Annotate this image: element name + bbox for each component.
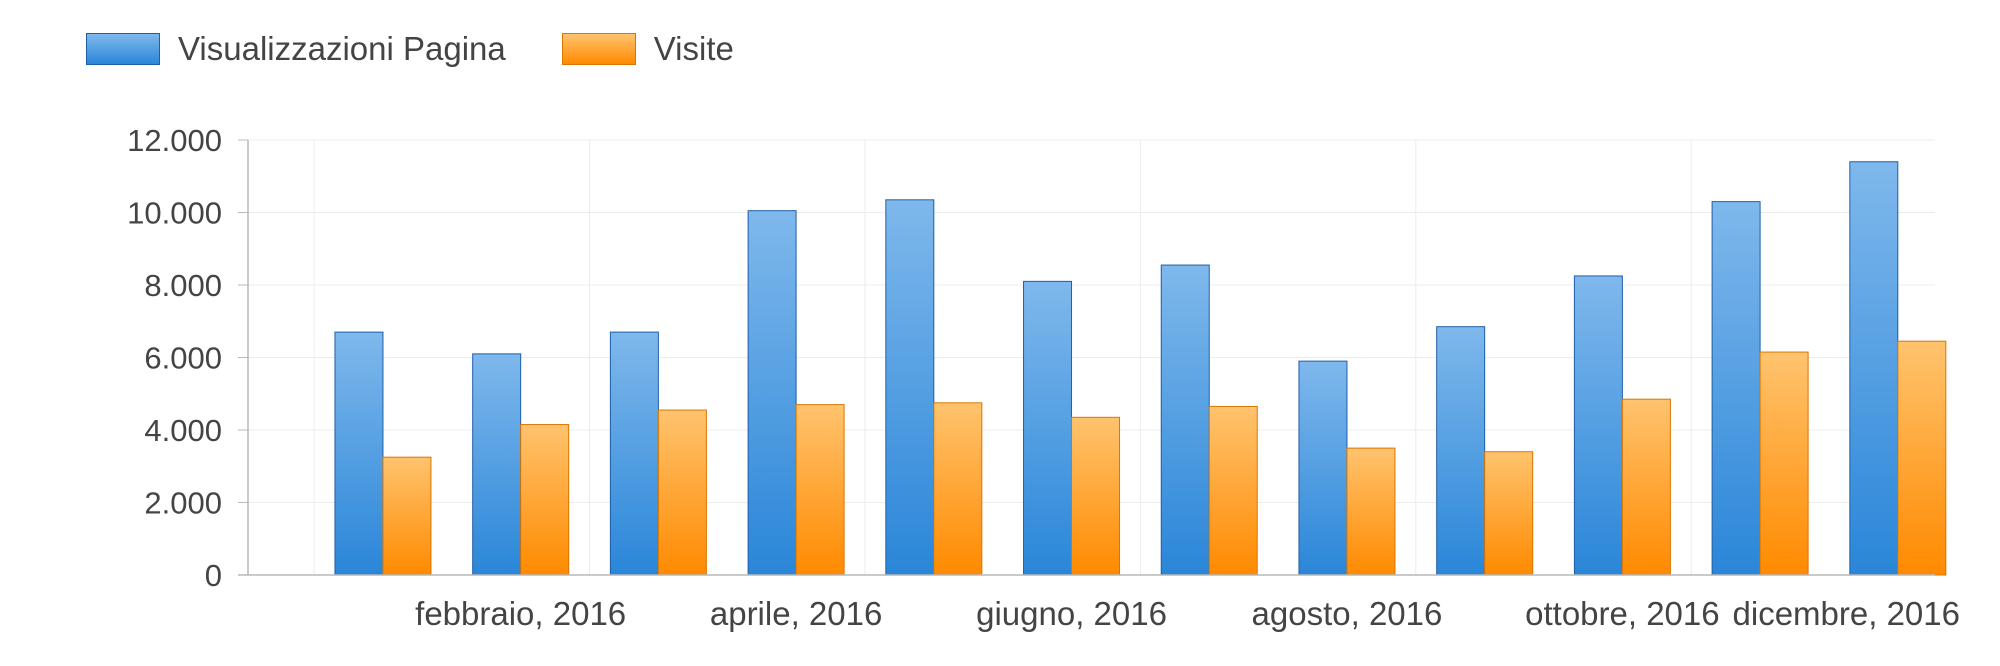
bar-views [334, 331, 384, 576]
bar-visits [1484, 451, 1534, 576]
legend-item-visits[interactable]: Visite [561, 30, 734, 68]
y-tick-label: 0 [205, 558, 222, 593]
bar-visits [795, 404, 845, 576]
y-tick-label: 8.000 [144, 268, 222, 303]
y-tick-label: 6.000 [144, 341, 222, 376]
legend-label-views: Visualizzazioni Pagina [178, 30, 506, 67]
bar-views [1298, 360, 1348, 576]
x-tick-label: aprile, 2016 [710, 595, 882, 632]
x-tick-label: dicembre, 2016 [1733, 595, 1960, 632]
x-tick-label: giugno, 2016 [976, 595, 1167, 632]
x-tick-label: ottobre, 2016 [1525, 595, 1720, 632]
bar-visits [933, 402, 983, 576]
bar-views [472, 353, 522, 576]
x-tick-label: agosto, 2016 [1252, 595, 1443, 632]
bar-visits [1759, 351, 1809, 576]
bar-views [747, 210, 797, 576]
bar-views [1711, 201, 1761, 576]
bar-visits [1071, 416, 1121, 576]
bar-views [1436, 326, 1486, 576]
legend-swatch-views [86, 33, 160, 65]
y-tick-label: 12.000 [127, 123, 222, 158]
bar-views [1849, 161, 1899, 576]
legend-swatch-visits [561, 33, 636, 65]
bar-visits [657, 409, 707, 576]
bar-visits [520, 424, 570, 576]
bar-visits [1621, 398, 1671, 576]
x-tick-label: febbraio, 2016 [415, 595, 626, 632]
y-tick-label: 2.000 [144, 486, 222, 521]
bar-views [1160, 264, 1210, 576]
bar-views [1023, 280, 1073, 576]
bar-views [1573, 275, 1623, 576]
bar-visits [1208, 405, 1258, 576]
bar-views [609, 331, 659, 576]
y-tick-label: 4.000 [144, 413, 222, 448]
legend-item-views[interactable]: Visualizzazioni Pagina [86, 30, 506, 68]
y-tick-label: 10.000 [127, 196, 222, 231]
legend-label-visits: Visite [653, 30, 734, 67]
bar-visits [382, 456, 432, 576]
bar-views [885, 199, 935, 576]
legend: Visualizzazioni Pagina Visite [86, 30, 790, 68]
bar-visits [1897, 340, 1947, 576]
bar-visits [1346, 447, 1396, 576]
